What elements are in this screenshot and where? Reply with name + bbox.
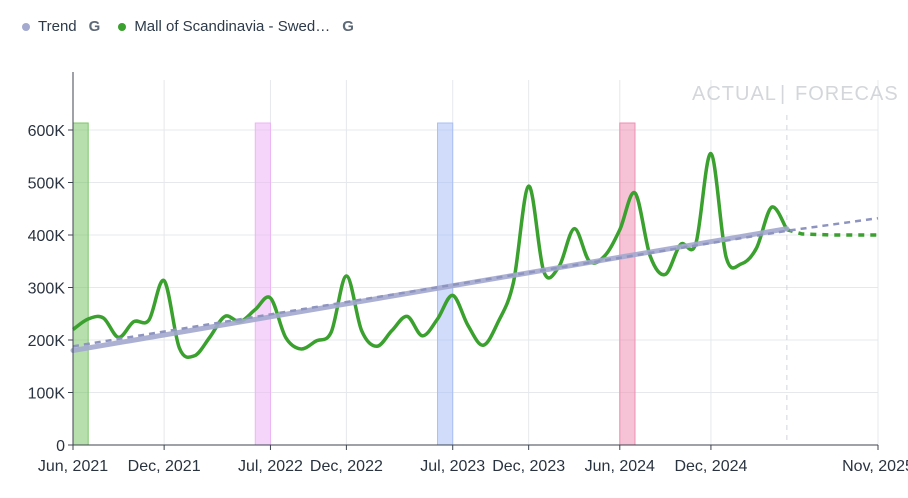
x-tick-label: Nov, 2025 [842,458,908,475]
y-tick-label: 400K [28,228,66,245]
trend-line-dashed [72,216,879,348]
forecast-region-label: FORECAS [795,83,899,105]
series-line-actual [71,151,789,360]
x-tick-label: Dec, 2021 [128,458,201,475]
highlight-band [619,122,636,446]
y-tick-label: 300K [28,281,66,298]
legend: Trend G Mall of Scandinavia - Swed… G [22,18,354,35]
google-icon[interactable]: G [342,18,354,35]
highlight-band [254,122,271,446]
x-tick-label: Jul, 2022 [238,458,303,475]
y-tick-label: 500K [28,176,66,193]
x-tick-label: Jun, 2024 [585,458,655,475]
x-tick-label: Dec, 2023 [492,458,565,475]
x-tick-label: Jun, 2021 [38,458,108,475]
region-divider: | [780,83,786,105]
x-tick-label: Dec, 2024 [674,458,747,475]
legend-item-series[interactable]: Mall of Scandinavia - Swed… G [118,18,354,35]
legend-item-trend[interactable]: Trend G [22,18,100,35]
legend-series-label: Mall of Scandinavia - Swed… [134,18,331,35]
series-dot-icon [118,22,127,31]
y-tick-label: 600K [28,123,66,140]
highlight-band [72,122,89,446]
y-tick-label: 200K [28,333,66,350]
y-tick-label: 0 [56,438,65,455]
trend-dot-icon [22,22,30,31]
legend-trend-label: Trend [38,18,77,35]
trend-line [70,226,790,353]
google-icon[interactable]: G [88,18,101,35]
y-tick-label: 100K [28,386,66,403]
x-tick-label: Jul, 2023 [420,458,485,475]
x-tick-label: Dec, 2022 [310,458,383,475]
series-line-forecast [786,228,878,237]
actual-region-label: ACTUAL [692,83,777,105]
